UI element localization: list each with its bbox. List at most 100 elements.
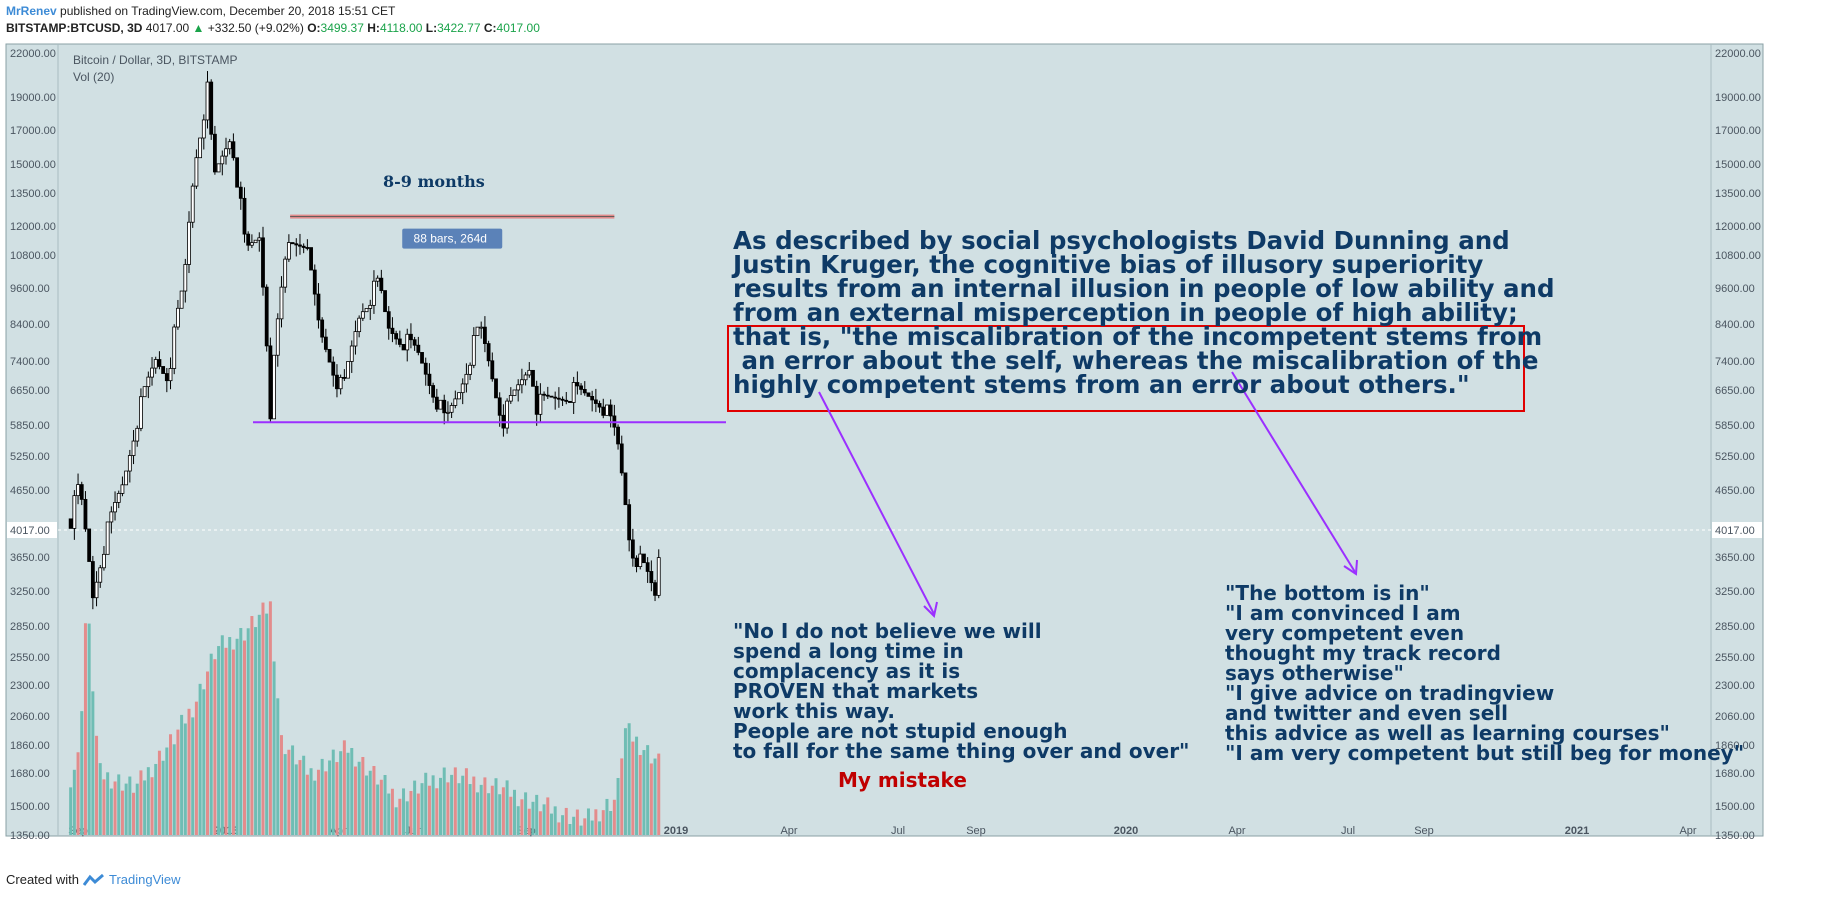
y-tick-label-left: 6650.00: [10, 385, 50, 397]
candle-body: [460, 383, 465, 394]
candle-body: [553, 396, 558, 399]
candle-body: [142, 386, 147, 398]
volume-bar: [87, 623, 91, 835]
volume-bar: [120, 790, 124, 835]
y-tick-label-left: 4017.00: [10, 525, 50, 537]
volume-bar: [198, 683, 202, 835]
volume-bar: [331, 749, 335, 835]
volume-bar: [642, 750, 646, 835]
candle-body: [564, 399, 569, 402]
y-tick-label-right: 3650.00: [1715, 552, 1755, 564]
candle-body: [168, 368, 173, 382]
volume-bar: [302, 755, 306, 835]
open-label: O:: [307, 21, 321, 35]
candle-body: [272, 354, 276, 420]
volume-bar: [601, 810, 605, 835]
candle-body: [246, 233, 251, 246]
volume-bar: [191, 717, 195, 835]
volume-bar: [553, 806, 557, 835]
candle-body: [179, 290, 184, 309]
volume-bar: [309, 768, 313, 835]
candle-body: [312, 269, 317, 295]
volume-bar: [106, 772, 110, 835]
volume-bar: [638, 755, 642, 835]
candle-body: [116, 492, 121, 503]
candle-body: [483, 326, 487, 344]
y-tick-label-right: 6650.00: [1715, 385, 1755, 397]
x-tick-label: Sep: [966, 825, 986, 837]
volume-bar: [250, 616, 254, 835]
volume-bar: [217, 646, 221, 835]
volume-bar: [346, 752, 350, 835]
candle-body: [98, 567, 103, 583]
candle-body: [275, 318, 280, 356]
candle-body: [150, 367, 154, 378]
y-tick-label-left: 2060.00: [10, 711, 50, 723]
candle-body: [616, 426, 620, 445]
author-link[interactable]: MrRenev: [6, 4, 57, 18]
candle-body: [434, 396, 439, 410]
y-tick-label-left: 3650.00: [10, 552, 50, 564]
candle-body: [471, 335, 476, 366]
volume-bar: [83, 623, 87, 835]
close-value: 4017.00: [496, 21, 540, 35]
y-tick-label-left: 12000.00: [10, 221, 56, 233]
y-tick-label-left: 1350.00: [10, 830, 50, 842]
y-tick-label-right: 10800.00: [1715, 250, 1761, 262]
volume-bar: [279, 735, 283, 835]
volume-bar: [102, 779, 106, 835]
y-tick-label-right: 5850.00: [1715, 420, 1755, 432]
volume-bar: [461, 775, 465, 835]
candle-body: [279, 286, 284, 320]
high-value: 4118.00: [379, 21, 423, 35]
volume-bar: [627, 723, 631, 835]
volume-bar: [479, 784, 483, 835]
candle-body: [601, 406, 606, 416]
candle-body: [446, 411, 450, 414]
candle-body: [261, 237, 265, 288]
volume-bar: [335, 762, 339, 835]
volume-bar: [549, 813, 553, 835]
y-tick-label-right: 7400.00: [1715, 356, 1755, 368]
symbol-line: BITSTAMP:BTCUSD, 3D 4017.00 ▲ +332.50 (+…: [6, 21, 540, 35]
candle-body: [201, 119, 206, 139]
candle-body: [508, 395, 513, 402]
volume-bar: [180, 714, 184, 835]
volume-bar: [564, 807, 568, 835]
volume-bar: [616, 778, 620, 835]
candle-body: [183, 264, 188, 292]
volume-bar: [246, 628, 250, 835]
volume-bar: [501, 787, 505, 835]
months-annotation: 8-9 months: [383, 172, 485, 191]
volume-bar: [261, 602, 265, 835]
volume-bar: [605, 798, 609, 835]
volume-bar: [69, 787, 73, 835]
y-tick-label-left: 15000.00: [10, 159, 56, 171]
candle-body: [560, 398, 565, 401]
volume-bar: [342, 740, 346, 835]
volume-bar: [72, 769, 76, 835]
volume-bar: [427, 785, 431, 835]
candle-body: [586, 392, 591, 397]
volume-bar: [457, 783, 461, 835]
candle-body: [323, 336, 328, 350]
up-arrow-icon: ▲: [192, 21, 205, 35]
volume-bar: [527, 808, 531, 835]
x-tick-label: 2020: [1114, 825, 1138, 837]
publish-info: MrRenev published on TradingView.com, De…: [6, 4, 395, 18]
volume-bar: [357, 761, 361, 835]
volume-bar: [398, 798, 402, 835]
volume-bar: [113, 781, 117, 835]
volume-bar: [298, 760, 302, 835]
candle-body: [205, 81, 210, 121]
y-tick-label-right: 4650.00: [1715, 485, 1755, 497]
candle-body: [94, 581, 99, 599]
candle-body: [109, 511, 114, 523]
candle-body: [283, 258, 288, 288]
tradingview-link[interactable]: TradingView: [108, 872, 181, 887]
candle-body: [630, 539, 635, 559]
candle-body: [153, 359, 158, 369]
y-tick-label-right: 8400.00: [1715, 319, 1755, 331]
candle-body: [164, 373, 169, 382]
